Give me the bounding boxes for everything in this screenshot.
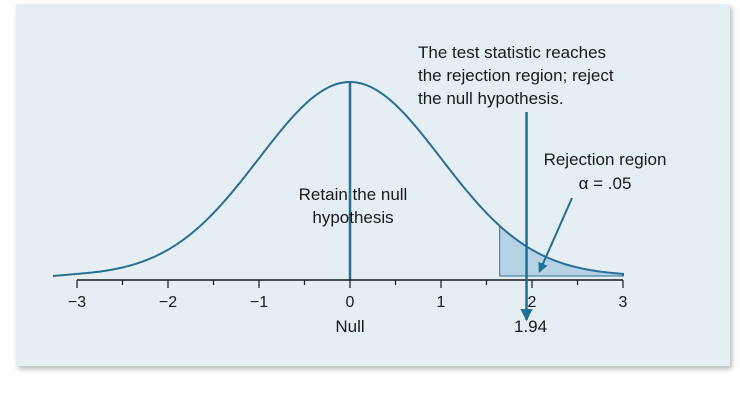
- retain-label-line1: Retain the null: [299, 185, 408, 204]
- x-tick-label: 2: [528, 294, 537, 311]
- rejection-region-shade: [499, 224, 624, 277]
- x-tick-label: −2: [159, 294, 177, 311]
- retain-label-line2: hypothesis: [312, 208, 393, 227]
- test-statistic-note-line1: The test statistic reaches: [418, 43, 606, 62]
- x-axis-ticks: [76, 280, 624, 288]
- test-statistic-value: 1.94: [514, 317, 547, 336]
- test-statistic-note-line3: the null hypothesis.: [418, 89, 564, 108]
- rejection-region-arrow: [538, 197, 573, 273]
- x-tick-label: 1: [437, 294, 446, 311]
- x-tick-label: −1: [250, 294, 268, 311]
- normal-curve: [52, 80, 624, 277]
- alpha-label: α = .05: [579, 174, 632, 193]
- x-tick-label: 3: [619, 294, 628, 311]
- figure-panel: [16, 4, 730, 366]
- x-tick-label: 0: [346, 294, 355, 311]
- x-axis-label: Null: [335, 317, 364, 336]
- x-axis-tick-labels: −3 −2 −1 0 1 2 3: [68, 294, 628, 311]
- rejection-region-label: Rejection region: [544, 150, 667, 169]
- x-tick-label: −3: [68, 294, 86, 311]
- test-statistic-note-line2: the rejection region; reject: [418, 66, 614, 85]
